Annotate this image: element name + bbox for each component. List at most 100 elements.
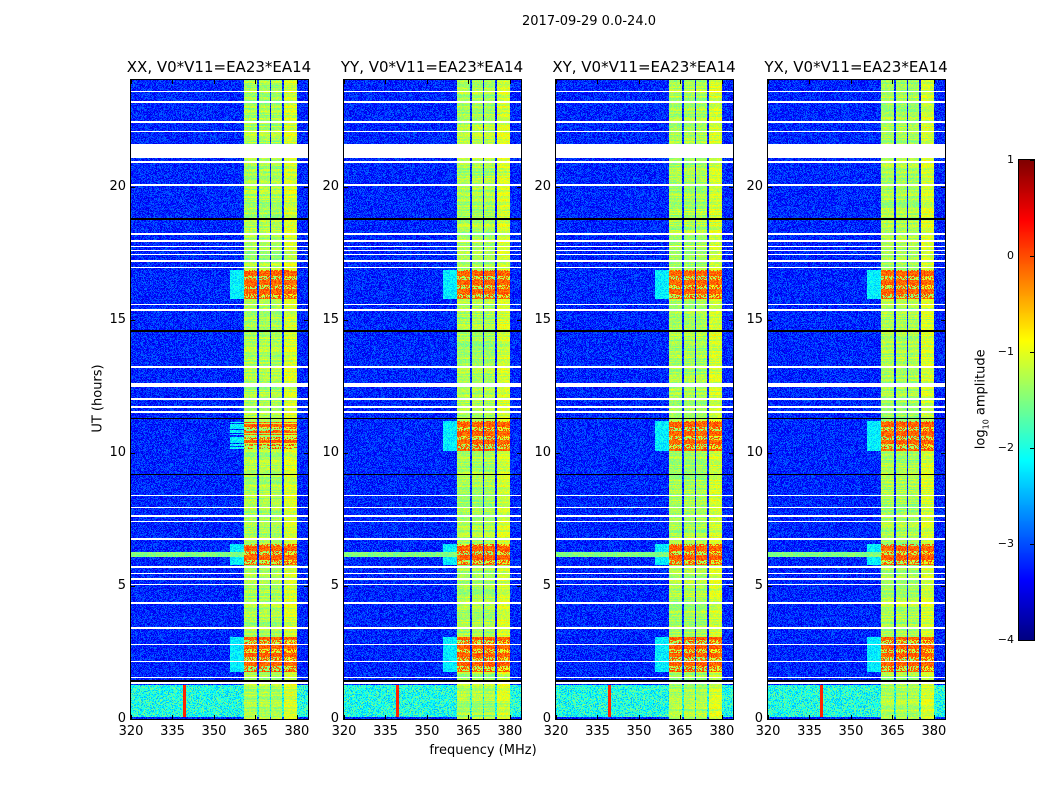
y-axis-label: UT (hours)	[90, 364, 106, 433]
panel-title: XX, V0*V11=EA23*EA14	[126, 58, 312, 76]
y-tick-mark	[517, 319, 521, 321]
x-tick-label: 335	[373, 724, 398, 739]
y-tick-label: 20	[322, 178, 339, 194]
y-tick-mark	[768, 186, 772, 188]
x-tick-mark	[131, 80, 132, 84]
waterfall-panel	[343, 79, 522, 720]
colorbar-tick-label: −1	[997, 345, 1014, 358]
x-tick-mark	[172, 80, 174, 84]
x-tick-mark	[385, 715, 387, 719]
y-tick-label: 20	[534, 178, 551, 194]
x-tick-mark	[597, 80, 599, 84]
colorbar-tick-mark	[1030, 256, 1034, 257]
x-axis-label: frequency (MHz)	[429, 743, 537, 758]
y-tick-mark	[556, 719, 560, 720]
y-tick-label: 0	[542, 711, 551, 726]
colorbar-tick-label: 1	[1007, 153, 1014, 166]
y-tick-label: 10	[534, 444, 551, 460]
x-tick-label: 320	[543, 724, 569, 739]
y-tick-label: 0	[117, 711, 126, 726]
y-tick-mark	[556, 585, 560, 587]
colorbar-tick-label: −2	[997, 441, 1014, 454]
colorbar-tick-mark	[1030, 352, 1034, 353]
x-tick-mark	[850, 715, 852, 719]
y-tick-mark	[517, 719, 521, 720]
x-tick-mark	[768, 715, 769, 719]
x-tick-mark	[131, 715, 132, 719]
y-tick-label: 10	[746, 444, 763, 460]
y-tick-mark	[344, 452, 348, 454]
panel-title: YX, V0*V11=EA23*EA14	[764, 58, 948, 76]
colorbar-tick-mark	[1030, 448, 1034, 449]
y-tick-mark	[517, 186, 521, 188]
x-tick-mark	[468, 80, 470, 84]
y-tick-mark	[941, 719, 945, 720]
waterfall-heatmap	[131, 80, 308, 719]
x-tick-mark	[892, 715, 894, 719]
y-tick-label: 0	[330, 711, 339, 726]
y-tick-mark	[768, 319, 772, 321]
y-tick-mark	[729, 319, 733, 321]
y-tick-label: 5	[754, 577, 763, 593]
y-tick-label: 5	[542, 577, 551, 593]
y-tick-mark	[517, 452, 521, 454]
y-tick-mark	[729, 186, 733, 188]
y-tick-mark	[344, 186, 348, 188]
x-tick-label: 380	[497, 724, 523, 739]
x-tick-mark	[721, 715, 723, 719]
y-tick-mark	[304, 585, 308, 587]
y-tick-mark	[304, 452, 308, 454]
x-tick-mark	[468, 715, 470, 719]
x-tick-mark	[850, 80, 852, 84]
y-tick-label: 15	[109, 311, 126, 327]
y-tick-mark	[556, 452, 560, 454]
x-tick-mark	[296, 715, 298, 719]
waterfall-heatmap	[344, 80, 521, 719]
x-tick-mark	[509, 80, 511, 84]
y-tick-mark	[344, 319, 348, 321]
x-tick-label: 335	[797, 724, 822, 739]
x-tick-mark	[721, 80, 723, 84]
waterfall-panel	[767, 79, 946, 720]
x-tick-mark	[809, 80, 811, 84]
x-tick-label: 320	[331, 724, 357, 739]
y-tick-mark	[729, 585, 733, 587]
x-tick-mark	[344, 715, 345, 719]
x-tick-label: 380	[709, 724, 735, 739]
y-tick-label: 20	[109, 178, 126, 194]
x-tick-label: 365	[456, 724, 481, 739]
y-tick-mark	[344, 585, 348, 587]
y-tick-mark	[941, 452, 945, 454]
x-tick-label: 350	[201, 724, 227, 739]
x-tick-mark	[385, 80, 387, 84]
y-tick-mark	[556, 319, 560, 321]
y-tick-label: 5	[330, 577, 339, 593]
y-tick-mark	[556, 186, 560, 188]
y-tick-mark	[131, 452, 135, 454]
y-tick-label: 10	[109, 444, 126, 460]
y-tick-mark	[729, 452, 733, 454]
x-tick-mark	[344, 80, 345, 84]
x-tick-mark	[172, 715, 174, 719]
y-tick-mark	[941, 186, 945, 188]
x-tick-mark	[213, 715, 215, 719]
panel-title: XY, V0*V11=EA23*EA14	[552, 58, 736, 76]
y-tick-label: 10	[322, 444, 339, 460]
y-tick-label: 0	[754, 711, 763, 726]
x-tick-mark	[426, 715, 428, 719]
y-tick-mark	[131, 319, 135, 321]
colorbar-tick-label: −3	[997, 537, 1014, 550]
x-tick-mark	[213, 80, 215, 84]
figure-title: 2017-09-29 0.0-24.0	[522, 14, 656, 29]
x-tick-label: 365	[243, 724, 268, 739]
x-tick-mark	[768, 80, 769, 84]
waterfall-heatmap	[556, 80, 733, 719]
x-tick-label: 320	[755, 724, 781, 739]
waterfall-heatmap	[768, 80, 945, 719]
waterfall-panel	[130, 79, 309, 720]
y-tick-mark	[729, 719, 733, 720]
y-tick-mark	[304, 719, 308, 720]
x-tick-mark	[638, 715, 640, 719]
y-tick-label: 5	[117, 577, 126, 593]
x-tick-mark	[556, 715, 557, 719]
